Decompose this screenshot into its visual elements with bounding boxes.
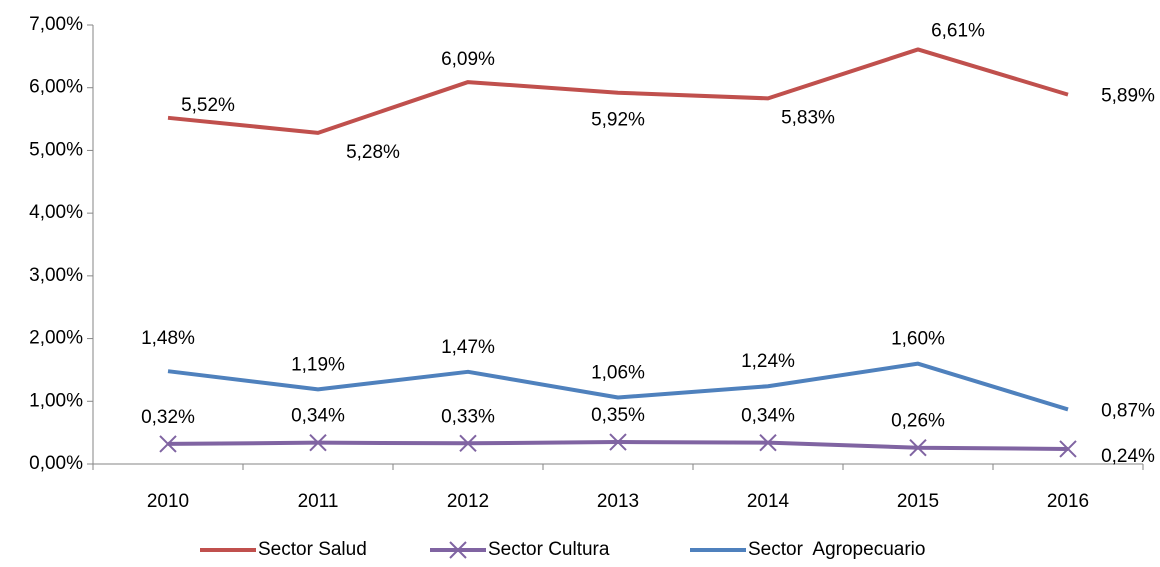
legend-label: Sector Agropecuario bbox=[748, 539, 925, 560]
y-tick-label: 4,00% bbox=[29, 202, 83, 223]
data-label: 1,48% bbox=[141, 328, 195, 349]
x-tick-label: 2012 bbox=[447, 491, 489, 512]
y-tick-label: 7,00% bbox=[29, 14, 83, 35]
x-tick-label: 2016 bbox=[1047, 491, 1089, 512]
data-label: 0,34% bbox=[291, 406, 345, 427]
data-label: 5,83% bbox=[781, 107, 835, 128]
x-tick-label: 2015 bbox=[897, 491, 939, 512]
series-line bbox=[167, 361, 1069, 412]
data-label: 0,87% bbox=[1101, 400, 1155, 421]
point-marker bbox=[459, 434, 477, 453]
y-tick-label: 6,00% bbox=[29, 77, 83, 98]
data-label: 5,92% bbox=[591, 110, 645, 131]
data-label: 1,19% bbox=[291, 354, 345, 375]
legend-marker bbox=[449, 541, 467, 559]
legend-label: Sector Cultura bbox=[488, 539, 610, 560]
data-label: 1,24% bbox=[741, 351, 795, 372]
legend-label: Sector Salud bbox=[258, 539, 367, 560]
data-label: 0,26% bbox=[891, 411, 945, 432]
data-label: 5,28% bbox=[346, 142, 400, 163]
data-label: 1,60% bbox=[891, 329, 945, 350]
data-label: 1,47% bbox=[441, 337, 495, 358]
point-marker bbox=[159, 435, 177, 453]
point-marker bbox=[609, 433, 627, 451]
data-label: 6,09% bbox=[441, 49, 495, 70]
x-tick-label: 2013 bbox=[597, 491, 639, 512]
y-tick-label: 0,00% bbox=[29, 453, 83, 474]
series-line bbox=[167, 47, 1069, 135]
point-marker bbox=[309, 433, 327, 452]
point-marker bbox=[1059, 440, 1077, 458]
point-marker bbox=[909, 438, 927, 457]
data-label: 0,24% bbox=[1101, 446, 1155, 467]
x-tick-label: 2011 bbox=[298, 491, 339, 512]
data-label: 0,32% bbox=[141, 407, 195, 428]
x-tick-label: 2010 bbox=[147, 491, 189, 512]
y-tick-label: 1,00% bbox=[29, 390, 83, 411]
y-tick-label: 2,00% bbox=[29, 328, 83, 349]
data-label: 0,35% bbox=[591, 405, 645, 426]
data-label: 5,89% bbox=[1101, 86, 1155, 107]
y-tick-label: 5,00% bbox=[29, 139, 83, 160]
data-label: 5,52% bbox=[181, 95, 235, 116]
data-label: 1,06% bbox=[591, 363, 645, 384]
data-label: 6,61% bbox=[931, 20, 985, 41]
data-label: 0,34% bbox=[741, 406, 795, 427]
point-marker bbox=[759, 433, 777, 452]
y-tick-label: 3,00% bbox=[29, 265, 83, 286]
x-tick-label: 2014 bbox=[747, 491, 790, 512]
data-label: 0,33% bbox=[441, 406, 495, 427]
